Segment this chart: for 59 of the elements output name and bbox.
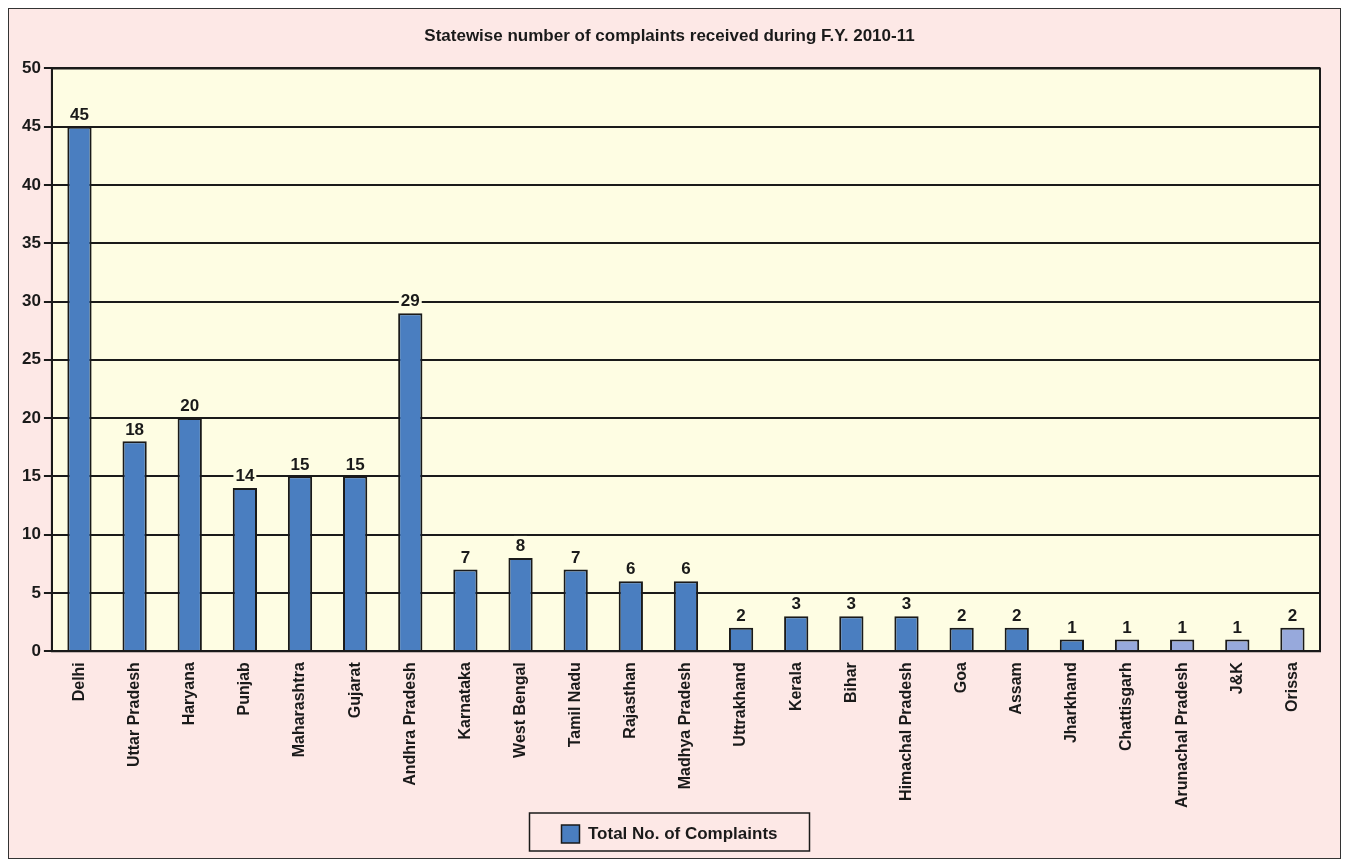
data-label: 1 [1232, 617, 1243, 637]
x-tick-label: Kerala [786, 662, 804, 712]
data-label: 7 [570, 547, 581, 567]
x-tick-label: Uttar Pradesh [125, 662, 143, 768]
data-label: 8 [515, 536, 526, 556]
y-tick-label: 5 [31, 582, 41, 602]
data-label: 1 [1067, 617, 1077, 637]
y-tick-label: 0 [31, 640, 41, 660]
x-tick-label: Arunachal Pradesh [1172, 662, 1190, 808]
y-tick-label: 50 [21, 58, 41, 78]
y-tick-label: 25 [21, 349, 41, 369]
x-tick-label: Chattisgarh [1117, 662, 1135, 752]
data-label: 7 [460, 547, 471, 567]
data-label: 2 [956, 606, 967, 626]
y-tick-label: 40 [21, 174, 41, 194]
x-tick-label: West Bengal [510, 662, 528, 758]
x-tick-label: Assam [1007, 662, 1025, 715]
data-label: 1 [1177, 617, 1187, 637]
data-label: 15 [290, 454, 310, 474]
y-tick-label: 35 [21, 232, 41, 252]
data-label: 3 [846, 594, 857, 614]
x-tick-label: Himachal Pradesh [896, 662, 914, 801]
x-tick-label: Madhya Pradesh [676, 662, 694, 790]
data-label: 6 [626, 559, 636, 579]
legend-label: Total No. of Complaints [588, 823, 778, 843]
x-tick-label: Tamil Nadu [566, 662, 584, 748]
data-label: 3 [901, 594, 912, 614]
data-label: 6 [681, 559, 691, 579]
x-tick-label: Orissa [1282, 662, 1300, 712]
y-tick-label: 45 [21, 116, 41, 136]
data-label: 2 [1012, 606, 1022, 626]
x-tick-label: Punjab [235, 661, 253, 716]
x-tick-label: Goa [952, 662, 970, 694]
x-tick-label: Haryana [180, 662, 198, 726]
data-label: 20 [180, 396, 200, 416]
data-label: 14 [235, 466, 255, 486]
y-tick-label: 15 [21, 466, 41, 486]
x-tick-label: Delhi [69, 662, 87, 702]
x-tick-label: Jharkhand [1062, 662, 1080, 744]
data-label: 2 [1287, 606, 1298, 626]
y-tick-label: 10 [21, 524, 41, 544]
x-tick-label: Gujarat [345, 661, 363, 719]
y-tick-label: 30 [21, 291, 41, 311]
data-label: 15 [345, 454, 365, 474]
x-tick-label: Bihar [841, 662, 859, 704]
chart-title: Statewise number of complaints received during F.Y. 2010-11 [424, 25, 915, 45]
x-tick-label: Uttrakhand [731, 662, 749, 747]
data-label: 2 [736, 606, 746, 626]
data-label: 3 [791, 594, 801, 614]
x-tick-label: Maharashtra [290, 662, 308, 758]
x-tick-label: Andhra Pradesh [400, 662, 418, 786]
y-tick-label: 20 [21, 407, 41, 427]
data-label: 29 [400, 291, 420, 311]
x-tick-label: Rajasthan [621, 662, 639, 739]
x-tick-label: Karnataka [455, 662, 473, 740]
data-label: 1 [1122, 617, 1132, 637]
data-label: 45 [70, 104, 89, 124]
data-label: 18 [125, 419, 145, 439]
x-tick-label: J&K [1227, 661, 1245, 695]
